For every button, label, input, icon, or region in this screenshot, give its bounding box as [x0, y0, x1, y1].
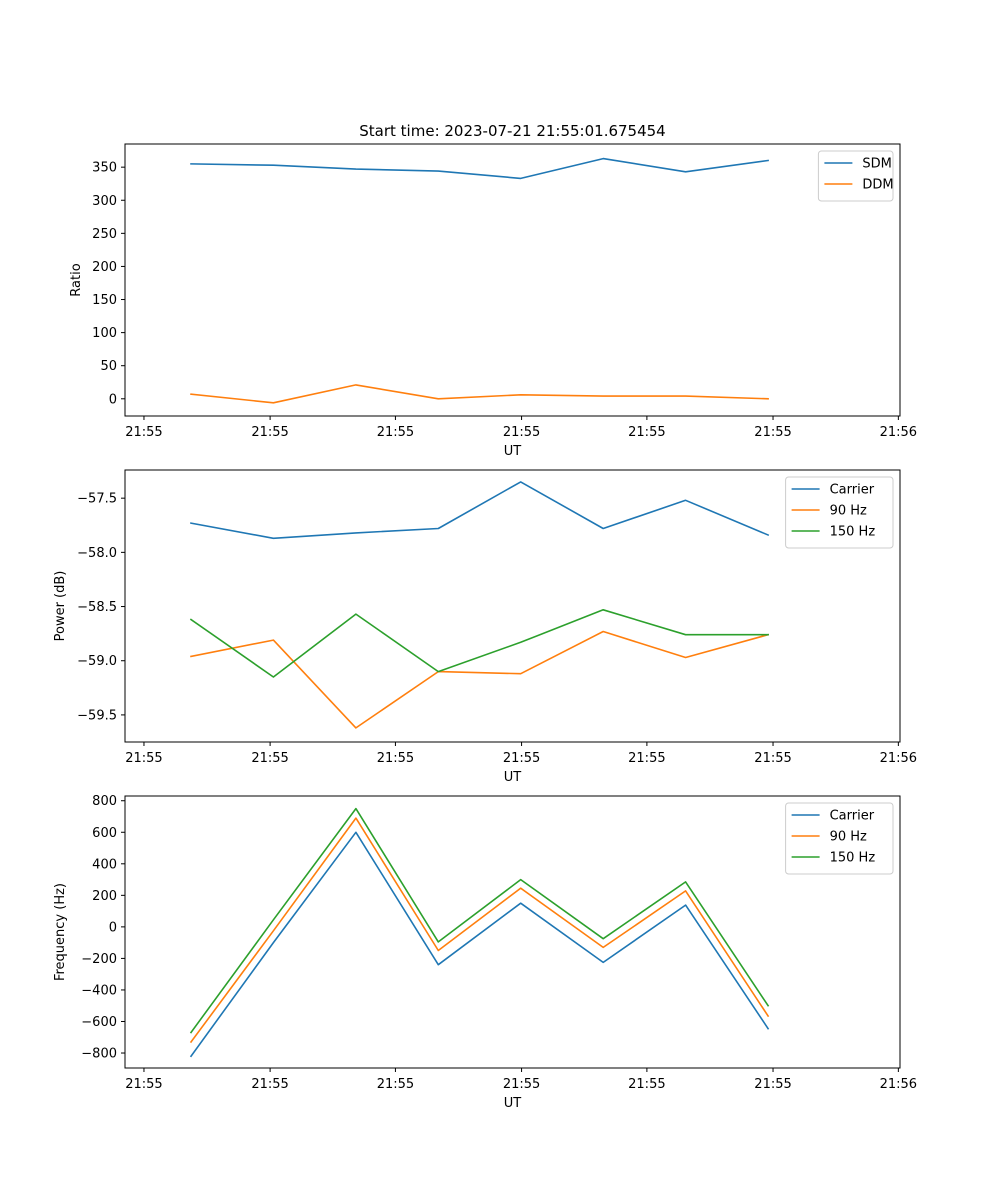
- y-tick-label: 600: [92, 826, 117, 841]
- series-line-90-hz: [190, 630, 770, 729]
- x-tick-label: 21:55: [377, 1077, 414, 1092]
- legend: Carrier 90 Hz 150 Hz: [785, 802, 894, 875]
- y-tick-label: 0: [109, 920, 117, 935]
- legend-label: 90 Hz: [830, 830, 867, 845]
- panels: 21:55 21:55 21:55 21:55 21:55 21:55 21:56 0 50 10…: [53, 143, 917, 1111]
- x-tick-label: 21:55: [377, 425, 414, 440]
- y-tick-label: −600: [81, 1015, 117, 1030]
- legend-label: 150 Hz: [830, 851, 876, 866]
- y-tick-label: 150: [92, 293, 117, 308]
- y-tick-label: 100: [92, 326, 117, 341]
- x-tick-label: 21:55: [503, 1077, 540, 1092]
- legend-label: 90 Hz: [830, 504, 867, 519]
- panel-2: 21:55 21:55 21:55 21:55 21:55 21:55 21:56 −59.5…: [53, 469, 917, 785]
- x-tick-label: 21:55: [628, 425, 665, 440]
- y-tick-label: −800: [81, 1047, 117, 1062]
- y-tick-label: −57.5: [77, 492, 117, 507]
- legend-label: Carrier: [830, 483, 875, 498]
- legend: Carrier 90 Hz 150 Hz: [785, 476, 894, 549]
- x-tick-label: 21:56: [880, 751, 917, 766]
- y-tick-label: −400: [81, 983, 117, 998]
- legend-label: Carrier: [830, 809, 875, 824]
- y-tick-label: −59.0: [77, 654, 117, 669]
- x-tick-label: 21:55: [125, 1077, 162, 1092]
- x-tick-label: 21:55: [754, 751, 791, 766]
- figure-title: Start time: 2023-07-21 21:55:01.675454: [359, 122, 665, 140]
- x-tick-label: 21:55: [754, 425, 791, 440]
- y-tick-label: −59.5: [77, 708, 117, 723]
- x-tick-label: 21:56: [880, 425, 917, 440]
- legend: SDM DDM: [817, 150, 894, 202]
- x-tick-label: 21:55: [251, 751, 288, 766]
- y-tick-label: −58.5: [77, 600, 117, 615]
- x-tick-label: 21:55: [125, 425, 162, 440]
- y-tick-label: 200: [92, 889, 117, 904]
- series-line-sdm: [190, 157, 770, 180]
- y-axis-label: Ratio: [69, 263, 84, 296]
- series-line-90-hz: [189, 817, 770, 1044]
- axes-frame: [124, 795, 901, 1069]
- legend-label: SDM: [862, 157, 891, 172]
- y-tick-label: −58.0: [77, 546, 117, 561]
- series-line-carrier: [190, 481, 770, 540]
- x-tick-label: 21:55: [628, 1077, 665, 1092]
- series-line-150-hz: [189, 807, 770, 1034]
- legend-label: 150 Hz: [830, 525, 876, 540]
- legend-label: DDM: [862, 178, 893, 193]
- x-tick-label: 21:56: [880, 1077, 917, 1092]
- y-tick-label: 50: [100, 359, 117, 374]
- y-tick-label: 350: [92, 161, 117, 176]
- x-tick-label: 21:55: [251, 425, 288, 440]
- y-tick-label: 400: [92, 857, 117, 872]
- x-tick-label: 21:55: [503, 751, 540, 766]
- x-tick-label: 21:55: [251, 1077, 288, 1092]
- series-line-150-hz: [189, 608, 769, 678]
- x-tick-label: 21:55: [628, 751, 665, 766]
- x-tick-label: 21:55: [377, 751, 414, 766]
- y-tick-label: 200: [92, 260, 117, 275]
- x-axis-label: UT: [504, 1096, 522, 1111]
- x-tick-label: 21:55: [754, 1077, 791, 1092]
- y-tick-label: 300: [92, 194, 117, 209]
- x-axis-label: UT: [504, 770, 522, 785]
- y-tick-label: 250: [92, 227, 117, 242]
- x-tick-label: 21:55: [503, 425, 540, 440]
- y-tick-label: −200: [81, 952, 117, 967]
- x-tick-label: 21:55: [125, 751, 162, 766]
- series-line-carrier: [189, 831, 770, 1058]
- panel-1: 21:55 21:55 21:55 21:55 21:55 21:55 21:56 0 50 10…: [69, 143, 917, 459]
- panel-3: 21:55 21:55 21:55 21:55 21:55 21:55 21:56 −800 −…: [53, 794, 917, 1111]
- axes-frame: [124, 469, 901, 743]
- axes-frame: [124, 143, 901, 417]
- y-axis-label: Frequency (Hz): [53, 883, 68, 981]
- x-axis-label: UT: [504, 444, 522, 459]
- y-tick-label: 0: [109, 392, 117, 407]
- y-tick-label: 800: [92, 794, 117, 809]
- y-axis-label: Power (dB): [53, 571, 68, 642]
- series-line-ddm: [190, 384, 769, 404]
